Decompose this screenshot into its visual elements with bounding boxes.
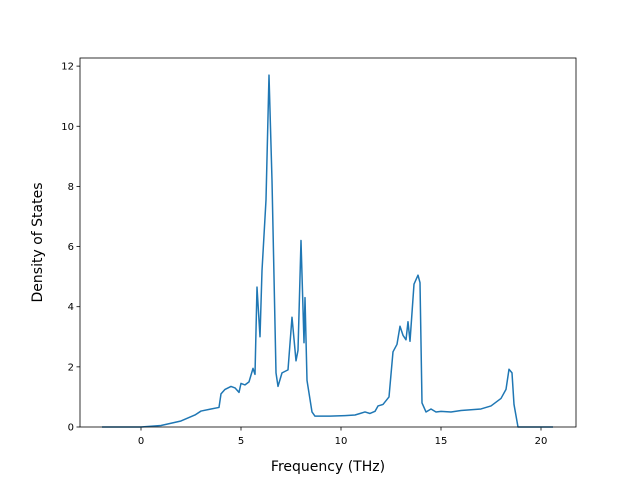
x-tick-label: 15: [435, 436, 448, 447]
x-tick-label: 0: [138, 436, 144, 447]
y-tick-label: 6: [68, 242, 74, 253]
y-tick-label: 12: [61, 62, 74, 73]
y-tick-label: 10: [61, 122, 74, 133]
y-tick-label: 4: [68, 302, 74, 313]
x-tick-label: 5: [238, 436, 244, 447]
x-tick-label: 10: [335, 436, 348, 447]
plot-frame: [79, 57, 577, 428]
x-tick-label: 20: [535, 436, 548, 447]
y-tick-label: 8: [68, 182, 74, 193]
y-tick-label: 0: [68, 423, 74, 434]
y-axis-label: Density of States: [30, 183, 46, 303]
y-tick-label: 2: [68, 362, 74, 373]
line-series: [102, 74, 553, 428]
x-axis-label: Frequency (THz): [271, 459, 385, 475]
